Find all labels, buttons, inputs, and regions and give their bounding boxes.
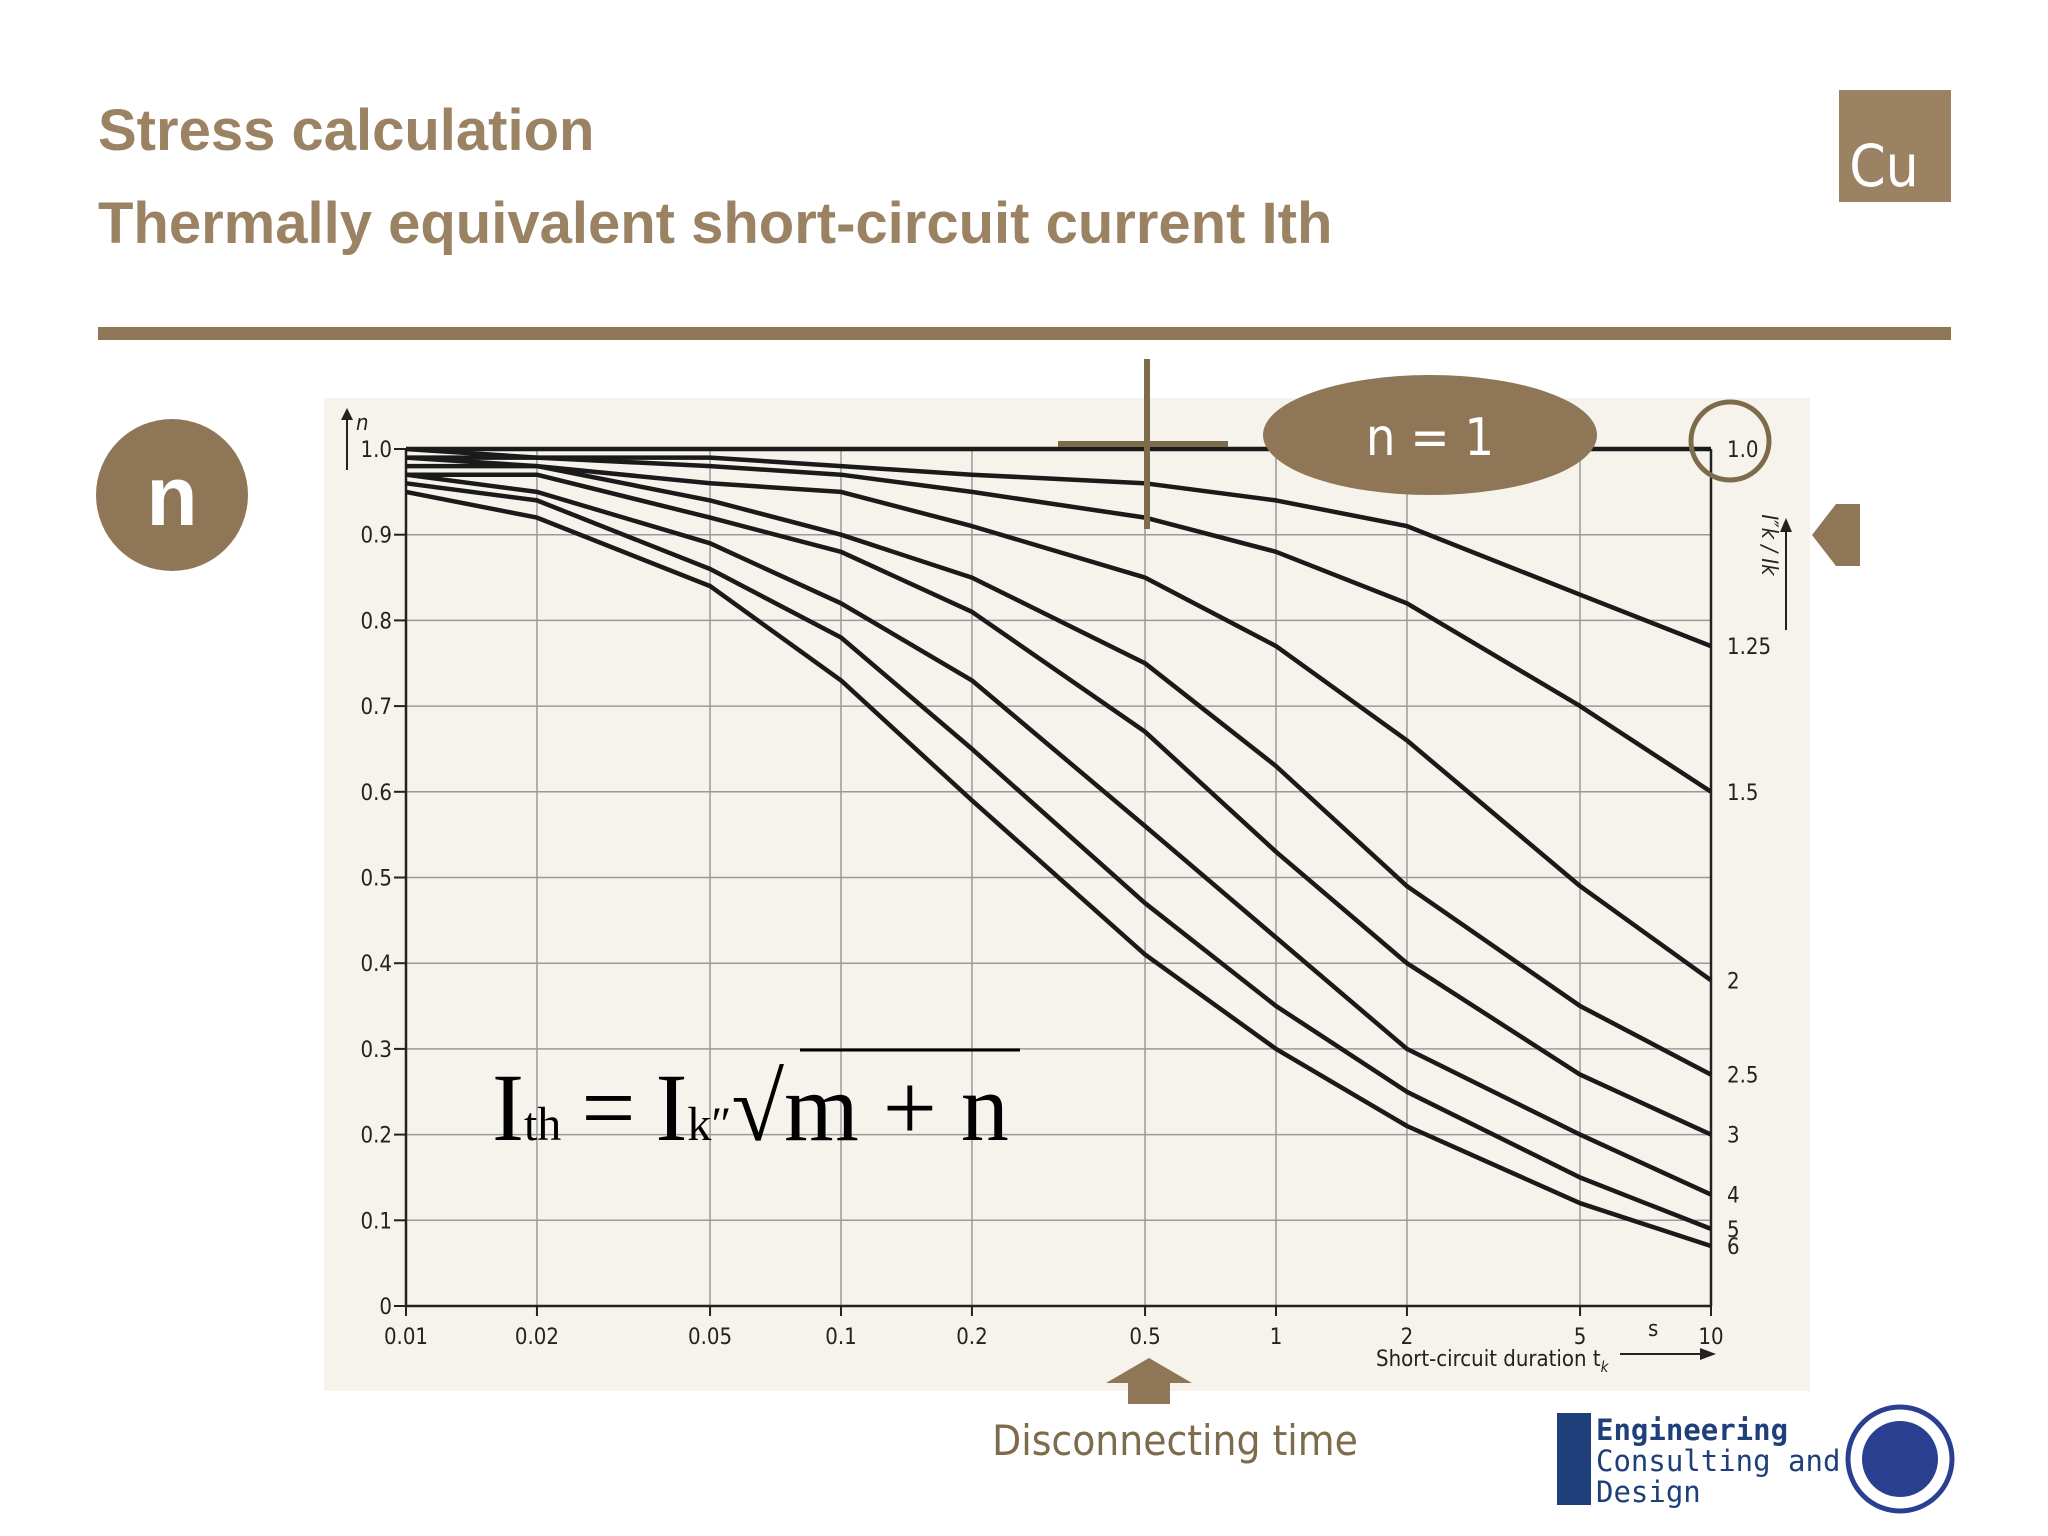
series-label: 1.0	[1727, 438, 1758, 463]
x-tick-label: 0.02	[515, 1325, 559, 1350]
formula-lhs: I	[492, 1054, 524, 1161]
formula-root: √	[731, 1054, 784, 1161]
y-tick-label: 0.2	[361, 1124, 392, 1149]
x-axis-label-sub: k	[1601, 1358, 1610, 1376]
logo-line: Design	[1596, 1475, 1701, 1509]
callout-text: n = 1	[1366, 408, 1494, 468]
badge-text: Cu	[1849, 132, 1919, 200]
x-tick-label: 0.01	[384, 1325, 428, 1350]
badge-box	[1839, 90, 1951, 202]
series-line	[405, 472, 1712, 1197]
series-line	[405, 446, 1712, 649]
y-axis-arrowhead	[341, 408, 353, 420]
x-tick-label: 1	[1270, 1325, 1283, 1350]
logo-line: Engineering	[1596, 1413, 1788, 1447]
formula-rhs: I	[655, 1054, 687, 1161]
series-label: 4	[1727, 1184, 1740, 1209]
formula: Ith = Ik″√m + n	[492, 1054, 1009, 1161]
y-tick-label: 1.0	[361, 438, 392, 463]
x-tick-label: 0.05	[688, 1325, 732, 1350]
pointer-label: Disconnecting time	[992, 1416, 1358, 1465]
series-label: 2.5	[1727, 1064, 1758, 1089]
x-tick-label: 0.2	[956, 1325, 987, 1350]
formula-equals: =	[581, 1054, 635, 1161]
x-tick-label: 0.1	[825, 1325, 856, 1350]
y-tick-label: 0.7	[361, 695, 392, 720]
right-axis-label: I″k / Ik	[1756, 514, 1781, 577]
y-axis-label: n	[356, 411, 369, 436]
x-unit: s	[1648, 1317, 1658, 1342]
symbol-text: n	[146, 449, 197, 543]
x-axis-label-text: Short-circuit duration t	[1376, 1347, 1601, 1372]
y-tick-label: 0.6	[361, 781, 392, 806]
subtitle: Thermally equivalent short-circuit curre…	[98, 191, 1332, 256]
x-tick-label: 5	[1574, 1325, 1587, 1350]
symbol-circle	[96, 419, 248, 571]
y-tick-label: 0	[379, 1295, 392, 1320]
seal-inner	[1862, 1421, 1938, 1497]
formula-lhs-sub: th	[524, 1098, 561, 1151]
series-line	[406, 472, 1712, 1137]
y-tick-label: 0.9	[361, 524, 392, 549]
title: Stress calculation	[98, 98, 594, 163]
x-tick-label: 2	[1401, 1325, 1414, 1350]
highlight-circle	[1688, 399, 1772, 483]
callout-ellipse	[1263, 375, 1597, 495]
y-tick-label: 0.4	[361, 952, 392, 977]
y-tick-label: 0.8	[361, 609, 392, 634]
logo-line: Consulting and	[1596, 1444, 1840, 1478]
left-arrow	[1812, 504, 1860, 566]
series-label: 6	[1727, 1235, 1740, 1260]
series-label: 3	[1727, 1124, 1740, 1149]
formula-radicand: m + n	[784, 1054, 1009, 1161]
chart-background	[324, 398, 1810, 1391]
series-label: 5	[1727, 1218, 1740, 1243]
y-tick-label: 0.1	[361, 1209, 392, 1234]
x-axis-arrowhead	[1700, 1348, 1716, 1360]
series-label: 1.25	[1727, 635, 1771, 660]
series-line	[405, 455, 1713, 983]
y-tick-label: 0.3	[361, 1038, 392, 1063]
y-tick-label: 0.5	[361, 867, 392, 892]
formula-rhs-sub: k″	[687, 1098, 731, 1151]
series-label: 1.5	[1727, 781, 1758, 806]
series-line	[406, 455, 1713, 794]
up-arrow	[1106, 1358, 1192, 1404]
plot: 0 0.1 0.2 0.3 0.4 0.5 0.6 0.7 0.8 0.9 1.0 0.01 0.02 0…	[341, 408, 1792, 1376]
x-tick-label: 0.5	[1129, 1325, 1160, 1350]
divider	[98, 327, 1951, 340]
logo-bar	[1557, 1413, 1591, 1505]
series-line	[405, 489, 1712, 1249]
series-label: 2	[1727, 969, 1740, 994]
series-line	[405, 481, 1712, 1231]
x-tick-label: 10	[1698, 1325, 1723, 1350]
right-axis-arrowhead	[1780, 518, 1792, 532]
series-line	[406, 463, 1713, 1077]
x-axis-label: Short-circuit duration tk	[1376, 1347, 1610, 1376]
